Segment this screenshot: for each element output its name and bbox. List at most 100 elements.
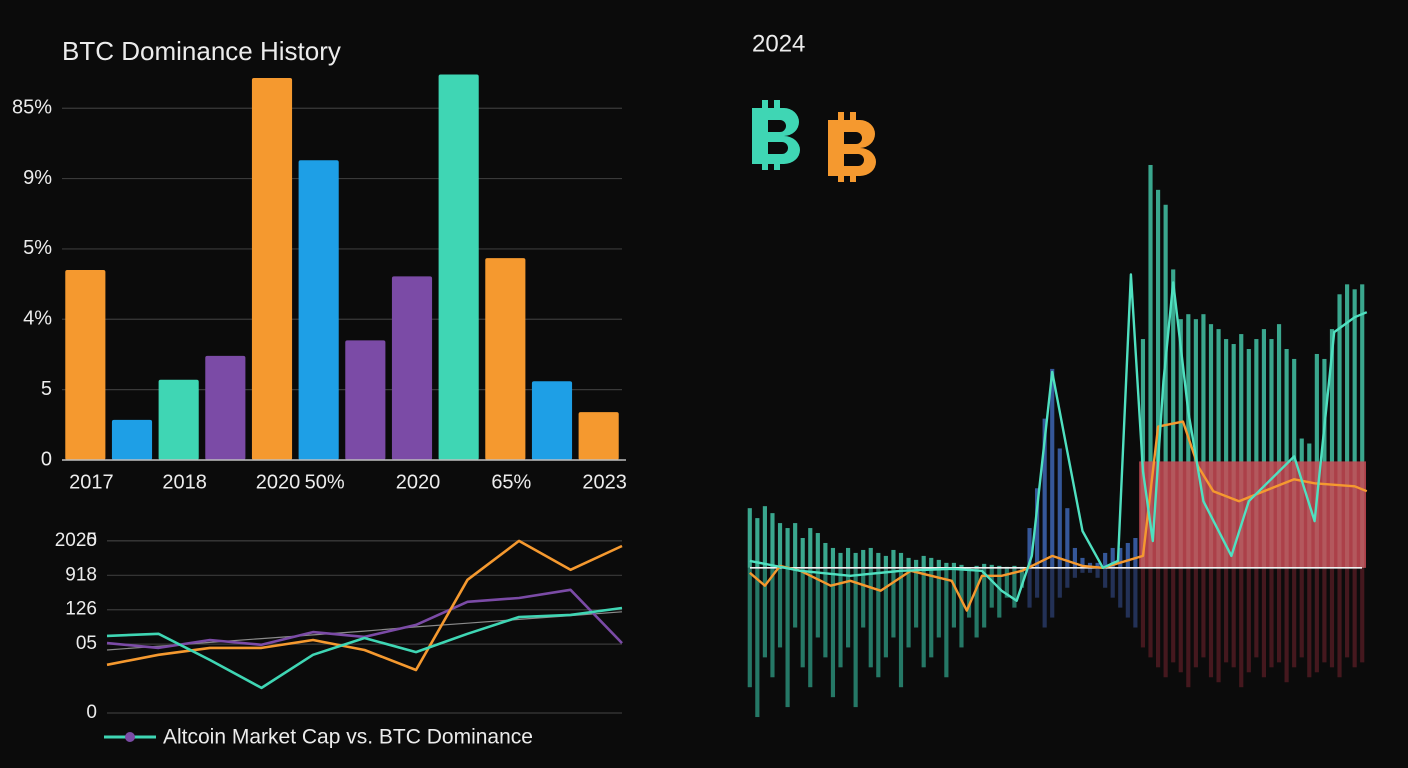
bar-up — [1103, 552, 1108, 568]
y-tick-label: 2020 — [55, 530, 97, 551]
bar-up — [1178, 319, 1183, 568]
bar — [158, 379, 199, 460]
bar-down — [876, 567, 881, 678]
bar-down — [747, 567, 752, 688]
bar-down — [861, 567, 866, 628]
bar-up — [1337, 294, 1342, 568]
bar-down — [777, 567, 783, 648]
bar-up — [853, 552, 858, 568]
bar-down — [853, 567, 858, 708]
bar-up — [1269, 339, 1274, 568]
bar — [205, 355, 246, 460]
x-tick-label: 2020 — [256, 471, 301, 493]
bar-up — [1118, 547, 1123, 568]
bar-up — [891, 549, 896, 568]
bar-down — [1201, 567, 1206, 658]
bar-up — [1057, 448, 1062, 568]
bar-down — [1276, 567, 1282, 663]
bar-down — [808, 567, 813, 688]
legend-label: Altcoin Market Cap vs. BTC Dominance — [163, 726, 533, 749]
bar-up — [1163, 204, 1168, 568]
bar-up — [1224, 339, 1229, 568]
x-tick-label: 2017 — [69, 471, 114, 493]
bar-up — [1239, 334, 1244, 568]
bar-down — [921, 567, 926, 668]
bar-up — [1087, 562, 1093, 568]
bar-up — [1133, 538, 1138, 568]
chart-title: 2024 — [752, 30, 805, 57]
bar — [298, 160, 339, 460]
bar-down — [883, 567, 888, 658]
bar-down — [823, 567, 828, 658]
bar-down — [1163, 567, 1168, 678]
bar-up — [1012, 565, 1017, 568]
bar-down — [898, 567, 904, 688]
bar-down — [989, 567, 994, 608]
bar-up — [785, 528, 790, 568]
bar-down — [1299, 567, 1304, 658]
y-tick-label: 126 — [65, 599, 97, 620]
bar-up — [1027, 528, 1032, 568]
bar-down — [830, 567, 836, 698]
bar-up — [1216, 329, 1221, 568]
bar-down — [906, 567, 911, 648]
bar-up — [989, 564, 994, 568]
bar-up — [1345, 284, 1350, 568]
bar-down — [1072, 567, 1077, 578]
bar-up — [1035, 488, 1040, 568]
bar-down — [1329, 567, 1335, 668]
bar-up — [951, 562, 957, 568]
bar-down — [891, 567, 896, 638]
line — [106, 539, 623, 672]
bar-up — [1050, 368, 1055, 568]
bar-down — [1050, 567, 1055, 618]
x-tick-label: 50% — [305, 471, 345, 493]
bar-down — [1254, 567, 1259, 658]
bar-down — [1019, 567, 1025, 588]
bar-up — [898, 552, 904, 568]
bar-down — [1065, 567, 1070, 588]
bar-up — [1231, 344, 1236, 568]
y-tick-label: 5 — [86, 530, 97, 551]
bar — [438, 74, 479, 460]
x-tick-label: 2020 — [396, 471, 441, 493]
bar-down — [1103, 567, 1108, 588]
y-tick-label: 5 — [41, 378, 52, 400]
bar-down — [1360, 567, 1365, 663]
line — [749, 273, 1368, 602]
bar-down — [1269, 567, 1274, 668]
bar-up — [1276, 324, 1282, 568]
bar-down — [936, 567, 941, 638]
bar-up — [815, 533, 820, 568]
bar-up — [1360, 284, 1365, 568]
y-tick-label: 85% — [12, 96, 52, 118]
bar-up — [974, 565, 979, 568]
bar-down — [1307, 567, 1312, 678]
bar — [485, 258, 526, 460]
bar-down — [1314, 567, 1319, 673]
bar-down — [1087, 567, 1093, 573]
bar-down — [770, 567, 775, 678]
bar-down — [966, 567, 972, 618]
bar-down — [845, 567, 851, 648]
bar-up — [777, 523, 783, 568]
bar-down — [1284, 567, 1289, 683]
bar-down — [1057, 567, 1062, 598]
bar-up — [823, 542, 828, 568]
bar-up — [1284, 349, 1289, 568]
legend-dot — [125, 732, 135, 742]
bar-up — [755, 518, 760, 568]
bar-down — [982, 567, 987, 628]
bar-down — [1224, 567, 1229, 663]
bar-up — [1329, 329, 1335, 568]
bar-up — [936, 559, 941, 568]
bar-up — [944, 562, 949, 568]
bar-up — [1201, 314, 1206, 568]
bar-up — [1125, 542, 1130, 568]
bar-down — [1337, 567, 1342, 678]
bar-up — [982, 563, 987, 568]
bar-down — [959, 567, 964, 648]
bar-up — [1110, 547, 1115, 568]
bar-down — [1186, 567, 1191, 688]
highlight-band — [1139, 461, 1366, 568]
